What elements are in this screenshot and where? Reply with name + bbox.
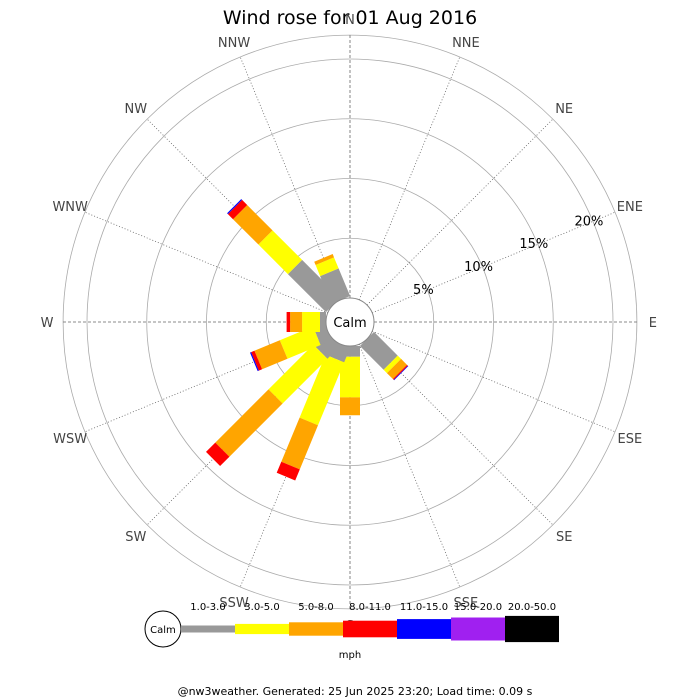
- direction-label-NE: NE: [555, 102, 573, 117]
- bar-WSW-5.0-8.0: [254, 340, 288, 370]
- direction-label-ESE: ESE: [617, 432, 642, 447]
- direction-label-WSW: WSW: [53, 432, 87, 447]
- spoke-SSE: [358, 344, 461, 588]
- spoke-WNW: [84, 211, 328, 314]
- bar-W-5.0-8.0: [290, 312, 303, 332]
- bar-NNW-3.0-5.0: [315, 257, 339, 277]
- bar-SSW-8.0-11.0: [276, 461, 300, 481]
- direction-label-ENE: ENE: [617, 200, 643, 215]
- bar-W-3.0-5.0: [302, 312, 320, 332]
- bar-NW-8.0-11.0: [227, 199, 248, 220]
- radial-label-10: 10%: [464, 260, 493, 275]
- bar-SE-3.0-5.0: [383, 355, 402, 374]
- bar-NW-5.0-8.0: [233, 205, 273, 245]
- legend-units-label: mph: [339, 650, 361, 661]
- legend-label-20.0-50.0: 20.0-50.0: [508, 602, 556, 613]
- bar-NNW-5.0-8.0: [314, 254, 334, 265]
- bar-WSW-3.0-5.0: [279, 326, 321, 359]
- legend-swatch-3.0-5.0: [235, 623, 289, 635]
- bar-SW-8.0-11.0: [206, 442, 230, 466]
- footer-text: @nw3weather. Generated: 25 Jun 2025 23:2…: [178, 685, 533, 698]
- radial-ring-20: [86, 58, 614, 586]
- legend-label-11.0-15.0: 11.0-15.0: [400, 602, 448, 613]
- bar-W-8.0-11.0: [286, 312, 291, 332]
- spoke-NNW: [239, 56, 342, 300]
- legend-label-1.0-3.0: 1.0-3.0: [190, 602, 225, 613]
- direction-label-NNW: NNW: [218, 36, 250, 51]
- bar-SW-3.0-5.0: [268, 344, 328, 404]
- radial-label-20: 20%: [575, 214, 604, 229]
- legend-swatch-5.0-8.0: [289, 622, 343, 636]
- bar-SE-11.0-15.0: [393, 365, 409, 381]
- legend-calm-label: Calm: [150, 625, 176, 636]
- calm-label: Calm: [333, 316, 366, 331]
- legend-swatch-15.0-20.0: [451, 617, 505, 641]
- spoke-SE: [366, 338, 554, 526]
- bar-NW-11.0-15.0: [227, 199, 243, 215]
- bar-NW-1.0-3.0: [287, 259, 341, 313]
- direction-label-SSW: SSW: [219, 596, 249, 611]
- spoke-SSW: [239, 344, 342, 588]
- radial-ring-10: [206, 178, 494, 466]
- bar-NNW-1.0-3.0: [320, 268, 351, 304]
- radial-label-5: 5%: [413, 283, 434, 298]
- direction-label-E: E: [649, 316, 657, 331]
- spoke-SW: [146, 338, 334, 526]
- bar-S-3.0-5.0: [340, 356, 360, 398]
- bar-SE-8.0-11.0: [392, 364, 408, 380]
- direction-label-NNE: NNE: [452, 36, 480, 51]
- legend-swatch-20.0-50.0: [505, 615, 559, 643]
- legend-swatch-1.0-3.0: [181, 625, 235, 633]
- bar-SSW-5.0-8.0: [281, 417, 318, 470]
- bar-S-5.0-8.0: [340, 397, 360, 416]
- bar-W-1.0-3.0: [320, 312, 326, 332]
- bar-SSW-3.0-5.0: [299, 354, 345, 426]
- spoke-ENE: [372, 211, 616, 314]
- legend-label-3.0-5.0: 3.0-5.0: [244, 602, 279, 613]
- chart-title: Wind rose for 01 Aug 2016: [223, 7, 477, 29]
- direction-label-SE: SE: [556, 530, 572, 545]
- spoke-NW: [146, 118, 334, 306]
- direction-label-W: W: [41, 316, 54, 331]
- direction-label-N: N: [345, 13, 355, 28]
- calm-circle: [325, 297, 375, 347]
- radial-ring-15: [146, 118, 554, 526]
- legend-label-15.0-20.0: 15.0-20.0: [454, 602, 502, 613]
- spoke-ESE: [372, 330, 616, 433]
- bar-SE-1.0-3.0: [359, 331, 398, 370]
- direction-label-NW: NW: [125, 102, 148, 117]
- spoke-NNE: [358, 56, 461, 300]
- bar-SW-5.0-8.0: [215, 389, 283, 457]
- bar-NW-3.0-5.0: [258, 230, 303, 275]
- direction-label-SSE: SSE: [454, 596, 479, 611]
- spoke-NE: [366, 118, 554, 306]
- legend-label-5.0-8.0: 5.0-8.0: [298, 602, 333, 613]
- bar-WSW-8.0-11.0: [251, 350, 263, 371]
- bar-WSW-11.0-15.0: [250, 352, 259, 372]
- direction-label-SW: SW: [125, 530, 146, 545]
- spoke-WSW: [84, 330, 328, 433]
- direction-label-WNW: WNW: [52, 200, 88, 215]
- bar-SE-5.0-8.0: [386, 358, 407, 379]
- legend-label-8.0-11.0: 8.0-11.0: [349, 602, 391, 613]
- radial-label-15: 15%: [519, 237, 548, 252]
- legend-swatch-8.0-11.0: [343, 620, 397, 638]
- legend-swatch-11.0-15.0: [397, 619, 451, 639]
